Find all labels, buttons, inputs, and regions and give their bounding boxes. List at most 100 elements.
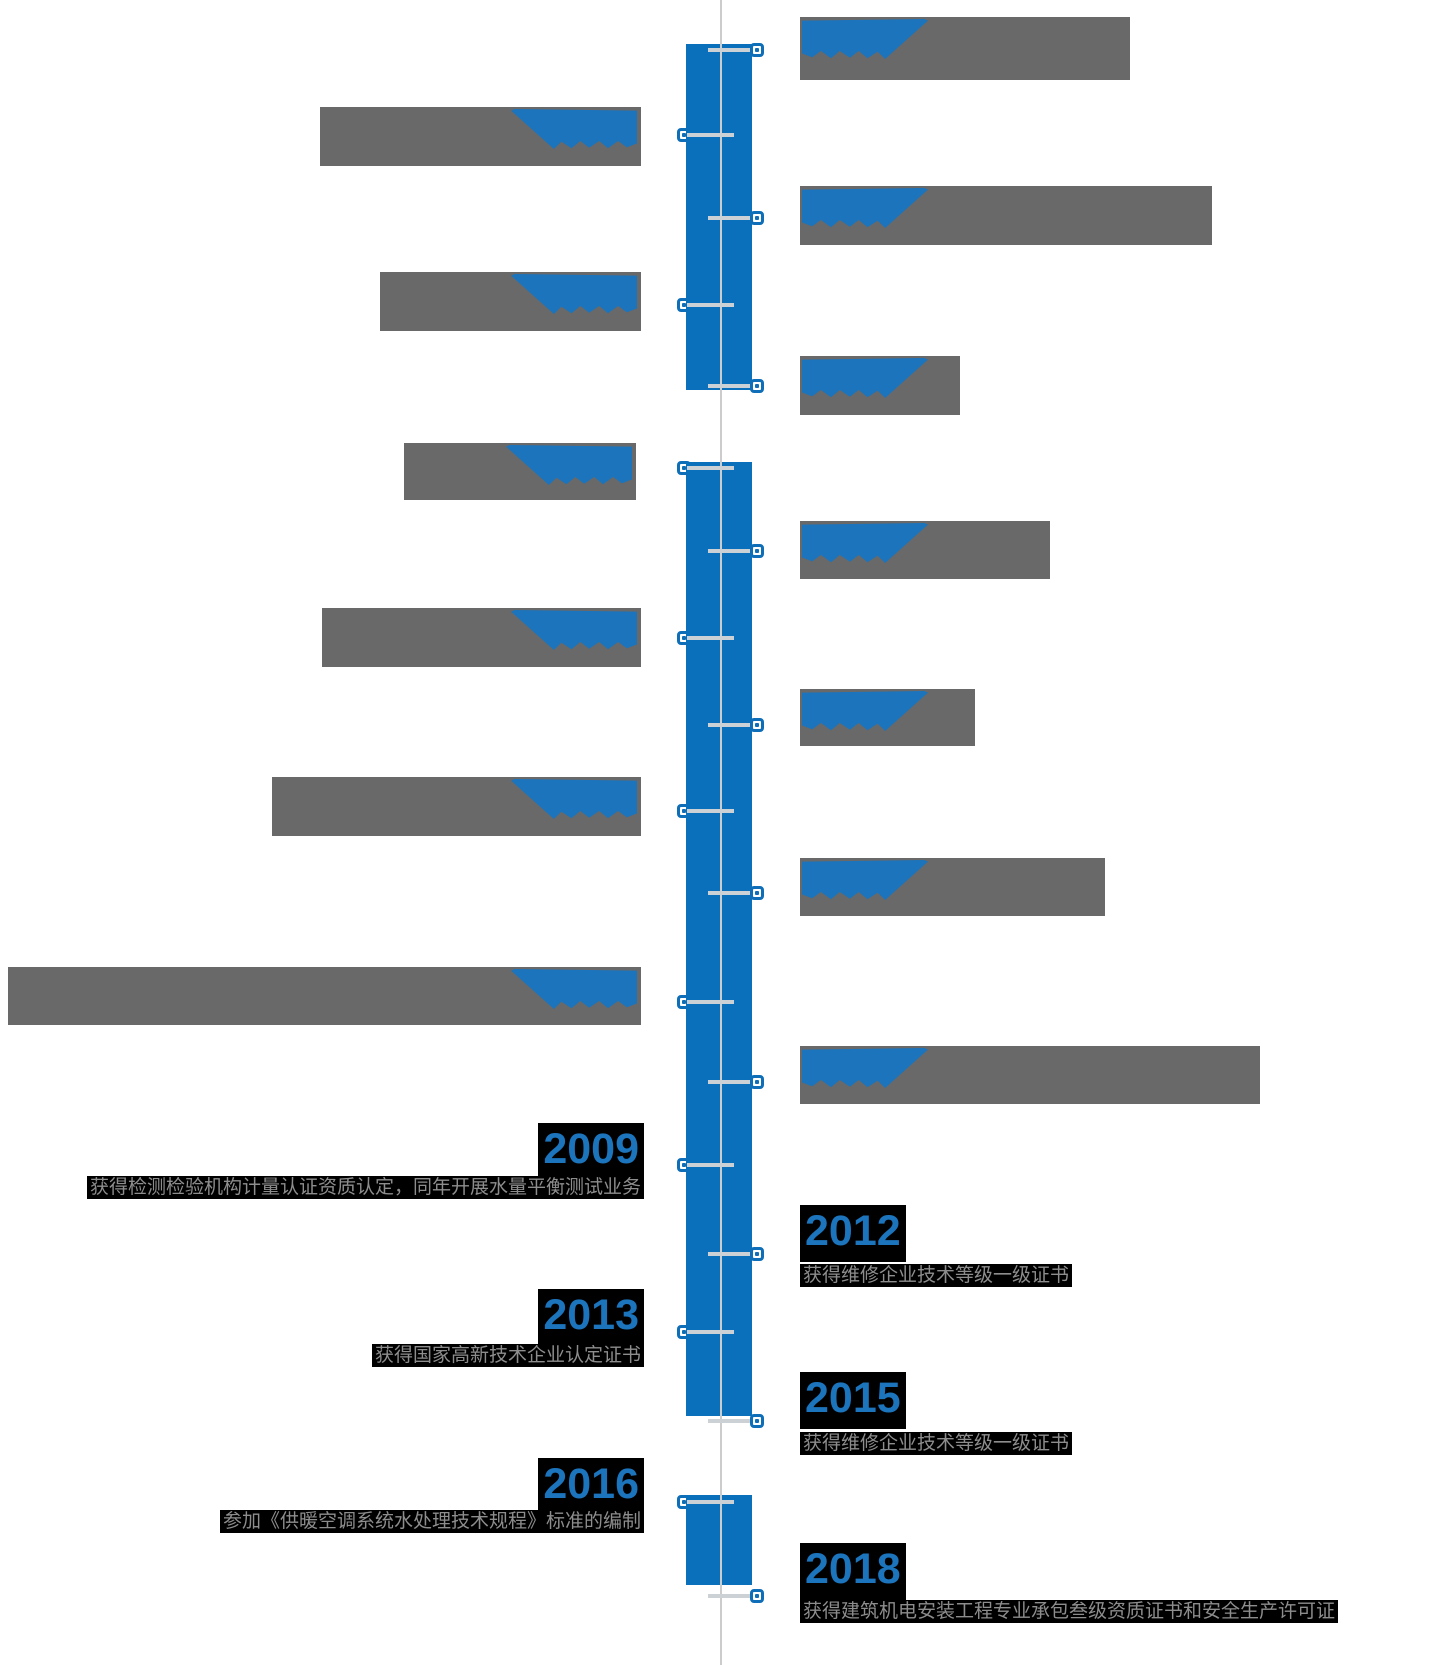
timeline-entry-desc: 获得检测检验机构计量认证资质认定，同年开展水量平衡测试业务 xyxy=(86,1176,644,1200)
entry-year-label: 2016 xyxy=(538,1458,644,1515)
timeline-tick xyxy=(708,216,755,220)
entry-cover-block xyxy=(800,1046,1260,1104)
marker-dot-icon xyxy=(682,133,686,137)
timeline-marker-icon[interactable] xyxy=(750,379,764,393)
timeline-bar-segment xyxy=(686,462,752,1416)
timeline-entry-year: 2016 xyxy=(538,1458,644,1515)
marker-dot-icon xyxy=(682,1163,686,1167)
timeline-tick xyxy=(708,723,755,727)
entry-desc-label: 获得检测检验机构计量认证资质认定，同年开展水量平衡测试业务 xyxy=(86,1176,644,1199)
timeline-marker-icon[interactable] xyxy=(750,211,764,225)
marker-dot-icon xyxy=(755,216,759,220)
year-fragment xyxy=(511,274,637,314)
entry-cover-block xyxy=(272,777,641,836)
marker-dot-icon xyxy=(682,809,686,813)
entry-cover-block xyxy=(800,858,1105,916)
year-fragment xyxy=(802,358,928,398)
entry-desc-label: 获得建筑机电安装工程专业承包叁级资质证书和安全生产许可证 xyxy=(800,1600,1339,1623)
timeline-tick xyxy=(687,133,734,137)
timeline-entry-year: 2015 xyxy=(800,1372,906,1429)
timeline-tick xyxy=(687,1330,734,1334)
marker-dot-icon xyxy=(755,723,759,727)
marker-dot-icon xyxy=(682,466,686,470)
timeline-marker-icon[interactable] xyxy=(750,1247,764,1261)
timeline-entry-year: 2013 xyxy=(538,1289,644,1346)
timeline-marker-icon[interactable] xyxy=(750,1589,764,1603)
timeline-entry-desc: 参加《供暖空调系统水处理技术规程》标准的编制 xyxy=(219,1510,644,1534)
timeline-tick xyxy=(708,891,755,895)
timeline-entry-year: 2009 xyxy=(538,1123,644,1180)
timeline-tick xyxy=(687,303,734,307)
entry-year-label: 2013 xyxy=(538,1289,644,1346)
timeline-entry-desc: 获得建筑机电安装工程专业承包叁级资质证书和安全生产许可证 xyxy=(800,1600,1339,1624)
timeline-marker-icon[interactable] xyxy=(750,1414,764,1428)
entry-cover-block xyxy=(800,356,960,415)
entry-year-label: 2015 xyxy=(800,1372,906,1429)
year-fragment xyxy=(511,610,637,650)
year-fragment xyxy=(802,860,928,900)
year-fragment xyxy=(511,109,637,149)
year-fragment xyxy=(802,691,928,731)
timeline-marker-icon[interactable] xyxy=(750,43,764,57)
marker-dot-icon xyxy=(755,1080,759,1084)
year-fragment xyxy=(802,188,928,228)
timeline-tick xyxy=(708,1252,755,1256)
entry-desc-label: 获得国家高新技术企业认定证书 xyxy=(371,1344,644,1367)
timeline-tick xyxy=(708,549,755,553)
marker-dot-icon xyxy=(682,1330,686,1334)
marker-dot-icon xyxy=(755,1419,759,1423)
entry-cover-block xyxy=(380,272,641,331)
marker-dot-icon xyxy=(755,1594,759,1598)
timeline-entry-year: 2018 xyxy=(800,1543,906,1600)
timeline-tick xyxy=(708,1080,755,1084)
marker-dot-icon xyxy=(682,303,686,307)
entry-year-label: 2012 xyxy=(800,1205,906,1262)
timeline-bar-segment xyxy=(686,1495,752,1585)
marker-dot-icon xyxy=(682,1000,686,1004)
timeline-axis-line xyxy=(720,0,722,1665)
entry-cover-block xyxy=(8,967,641,1025)
timeline-tick xyxy=(687,1500,734,1504)
marker-dot-icon xyxy=(755,549,759,553)
entry-cover-block xyxy=(800,186,1212,245)
timeline-marker-icon[interactable] xyxy=(750,718,764,732)
marker-dot-icon xyxy=(682,636,686,640)
entry-desc-label: 参加《供暖空调系统水处理技术规程》标准的编制 xyxy=(219,1510,644,1533)
entry-year-label: 2009 xyxy=(538,1123,644,1180)
timeline-marker-icon[interactable] xyxy=(750,544,764,558)
timeline-tick xyxy=(708,1594,755,1598)
timeline-tick xyxy=(687,809,734,813)
timeline-tick xyxy=(687,636,734,640)
year-fragment xyxy=(802,19,928,59)
marker-dot-icon xyxy=(682,1500,686,1504)
marker-dot-icon xyxy=(755,1252,759,1256)
entry-desc-label: 获得维修企业技术等级一级证书 xyxy=(800,1432,1073,1455)
marker-dot-icon xyxy=(755,384,759,388)
timeline-entry-year: 2012 xyxy=(800,1205,906,1262)
entry-cover-block xyxy=(320,107,641,166)
entry-cover-block xyxy=(404,443,636,500)
timeline-marker-icon[interactable] xyxy=(750,1075,764,1089)
timeline-marker-icon[interactable] xyxy=(750,886,764,900)
year-fragment xyxy=(511,779,637,819)
timeline-tick xyxy=(708,48,755,52)
entry-desc-label: 获得维修企业技术等级一级证书 xyxy=(800,1264,1073,1287)
year-fragment xyxy=(802,1048,928,1088)
timeline-entry-desc: 获得维修企业技术等级一级证书 xyxy=(800,1432,1073,1456)
timeline-tick xyxy=(687,1163,734,1167)
entry-cover-block xyxy=(800,17,1130,80)
timeline-entry-desc: 获得国家高新技术企业认定证书 xyxy=(371,1344,644,1368)
timeline-tick xyxy=(708,384,755,388)
timeline-tick xyxy=(687,466,734,470)
timeline-entry-desc: 获得维修企业技术等级一级证书 xyxy=(800,1264,1073,1288)
entry-cover-block xyxy=(800,521,1050,579)
marker-dot-icon xyxy=(755,891,759,895)
entry-cover-block xyxy=(322,608,641,667)
timeline-tick xyxy=(687,1000,734,1004)
marker-dot-icon xyxy=(755,48,759,52)
year-fragment xyxy=(506,445,632,485)
year-fragment xyxy=(511,969,637,1009)
timeline-tick xyxy=(708,1419,755,1423)
entry-year-label: 2018 xyxy=(800,1543,906,1600)
